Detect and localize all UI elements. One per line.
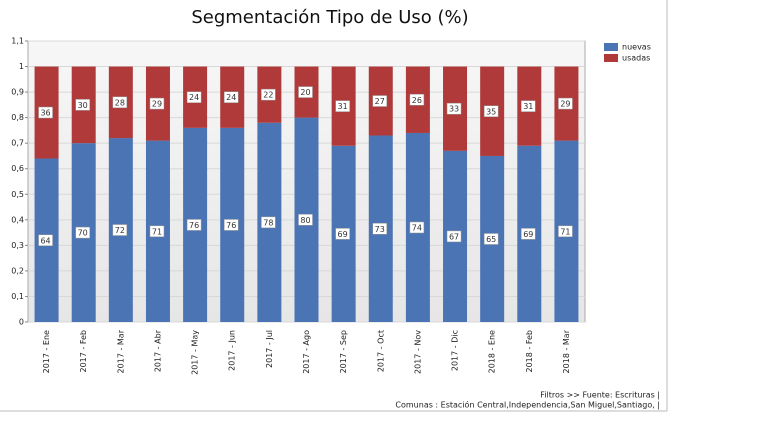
legend-swatch — [604, 43, 618, 51]
value-label: 69 — [523, 230, 533, 239]
value-label-box — [372, 95, 388, 107]
x-tick-label: 2017 - Abr — [153, 329, 162, 372]
value-label-box — [186, 219, 202, 231]
x-tick-label: 2018 - Feb — [525, 330, 534, 373]
value-label: 20 — [300, 88, 310, 97]
value-label: 28 — [115, 98, 125, 107]
chart-title: Segmentación Tipo de Uso (%) — [191, 7, 468, 28]
value-label-box — [335, 100, 350, 112]
y-tick-label: 0,8 — [11, 113, 24, 122]
x-tick-label: 2017 - Mar — [116, 329, 125, 373]
value-label: 71 — [152, 227, 162, 236]
legend-label: nuevas — [622, 43, 651, 52]
value-label-box — [223, 219, 239, 231]
value-label-box — [261, 88, 276, 101]
value-label-box — [372, 223, 388, 235]
value-label-box — [335, 228, 350, 240]
value-label: 76 — [189, 221, 199, 230]
value-label: 69 — [338, 230, 348, 239]
value-label: 64 — [40, 236, 50, 245]
value-label: 29 — [152, 100, 162, 109]
y-tick-label: 0,3 — [11, 241, 24, 250]
value-label: 31 — [523, 102, 533, 111]
value-label: 35 — [486, 107, 496, 116]
value-label: 76 — [226, 221, 236, 230]
value-label: 72 — [115, 226, 125, 235]
value-label: 36 — [40, 109, 50, 118]
value-label-box — [409, 94, 425, 106]
value-label: 27 — [375, 97, 385, 106]
footnote: Filtros >> Fuente: Escrituras | — [540, 391, 660, 400]
x-tick-label: 2017 - May — [191, 330, 200, 375]
y-tick-label: 0,1 — [11, 292, 24, 301]
value-label-box — [112, 96, 128, 109]
value-label-box — [186, 91, 202, 103]
value-label-box — [446, 102, 462, 115]
value-label: 80 — [300, 216, 310, 225]
x-tick-label: 2017 - Oct — [376, 330, 385, 372]
value-label-box — [75, 99, 90, 111]
value-label: 31 — [338, 102, 348, 111]
value-label: 73 — [375, 225, 385, 234]
value-label-box — [409, 221, 425, 234]
y-tick-label: 0,9 — [11, 88, 24, 97]
value-label-box — [149, 225, 165, 238]
value-label: 67 — [449, 232, 459, 241]
y-tick-label: 0,2 — [11, 266, 24, 275]
y-tick-label: 0,7 — [11, 139, 24, 148]
y-tick-label: 1,1 — [11, 37, 24, 46]
x-tick-label: 2018 - Ene — [488, 330, 497, 373]
value-label-box — [298, 214, 313, 226]
value-label: 65 — [486, 235, 496, 244]
value-label: 29 — [560, 100, 570, 109]
value-label-box — [558, 97, 573, 110]
value-label-box — [38, 106, 53, 119]
x-tick-label: 2017 - Dic — [451, 330, 460, 371]
value-label: 30 — [78, 101, 88, 110]
value-label: 78 — [263, 218, 273, 227]
value-label-box — [223, 91, 239, 103]
value-label-box — [38, 234, 53, 247]
x-tick-label: 2018 - Mar — [562, 329, 571, 373]
footnote: Comunas : Estación Central,Independencia… — [395, 400, 660, 410]
value-label-box — [483, 233, 499, 245]
value-label-box — [446, 230, 462, 243]
x-tick-label: 2017 - Jun — [228, 330, 237, 371]
value-label-box — [261, 216, 276, 229]
y-tick-label: 0,5 — [11, 190, 24, 199]
x-tick-label: 2017 - Feb — [79, 330, 88, 373]
value-label-box — [298, 86, 313, 98]
value-label: 74 — [412, 223, 422, 232]
value-label: 22 — [263, 91, 273, 100]
value-label: 71 — [560, 227, 570, 236]
x-tick-label: 2017 - Ago — [302, 330, 311, 374]
x-tick-label: 2017 - Ene — [42, 330, 51, 373]
value-label-box — [521, 228, 536, 240]
value-label-box — [149, 97, 165, 110]
y-tick-label: 0,6 — [11, 164, 24, 173]
x-tick-label: 2017 - Sep — [339, 330, 348, 373]
value-label: 70 — [78, 229, 88, 238]
value-label: 33 — [449, 105, 459, 114]
value-label-box — [521, 100, 536, 112]
value-label: 26 — [412, 96, 422, 105]
value-label: 24 — [226, 93, 236, 102]
y-tick-label: 1 — [19, 62, 24, 71]
legend-label: usadas — [622, 54, 650, 63]
value-label-box — [483, 105, 499, 117]
y-tick-label: 0 — [19, 318, 24, 327]
value-label-box — [75, 226, 90, 239]
legend-swatch — [604, 54, 618, 62]
x-tick-label: 2017 - Jul — [265, 330, 274, 368]
value-label-box — [558, 225, 573, 238]
y-tick-label: 0,4 — [11, 215, 24, 224]
value-label: 24 — [189, 93, 199, 102]
x-tick-label: 2017 - Nov — [413, 330, 422, 374]
value-label-box — [112, 224, 128, 236]
